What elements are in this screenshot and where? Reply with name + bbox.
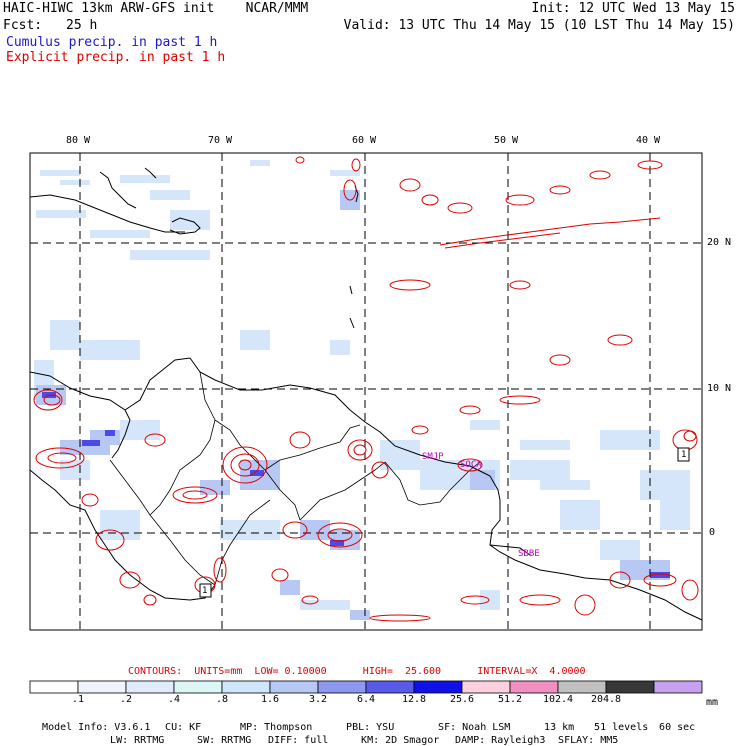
colorbar-swatch xyxy=(29,680,79,694)
lw-scheme: LW: RRTMG xyxy=(110,735,165,746)
colorbar-swatch xyxy=(461,680,511,694)
colorbar-swatch xyxy=(269,680,319,694)
colorbar-swatch xyxy=(317,680,367,694)
resolution: 13 km xyxy=(544,722,575,733)
box-label-1: 1 xyxy=(202,586,208,596)
explicit-precip-contours xyxy=(33,156,699,622)
colorbar-tick-label: .8 xyxy=(215,694,229,705)
model-info-line1: Model Info: V3.6.1 CU: KF MP: Thompson PBL:… xyxy=(30,711,695,733)
diff-option: DIFF: full xyxy=(268,735,329,746)
colorbar-tick-label: 25.6 xyxy=(449,694,475,705)
colorbar xyxy=(29,680,703,694)
cu-scheme: CU: KF xyxy=(165,722,202,733)
colorbar-unit: mm xyxy=(706,697,719,708)
colorbar-swatch xyxy=(77,680,127,694)
pbl-scheme: PBL: YSU xyxy=(346,722,395,733)
model-version: Model Info: V3.6.1 xyxy=(42,722,151,733)
vertical-levels: 51 levels xyxy=(594,722,649,733)
colorbar-swatch xyxy=(605,680,655,694)
colorbar-tick-label: 12.8 xyxy=(401,694,427,705)
lon-label-40w: 40 W xyxy=(636,135,661,146)
colorbar-tick-label: 51.2 xyxy=(497,694,523,705)
valid-time: Valid: 13 UTC Thu 14 May 15 (10 LST Thu … xyxy=(343,18,735,33)
lon-label-50w: 50 W xyxy=(494,135,519,146)
colorbar-swatch xyxy=(221,680,271,694)
box-label-2: 1 xyxy=(681,450,687,460)
sflay-option: SFLAY: MM5 xyxy=(558,735,619,746)
colorbar-tick-label: 102.4 xyxy=(542,694,574,705)
km-option: KM: 2D Smagor xyxy=(361,735,440,746)
colorbar-swatch xyxy=(557,680,607,694)
country-borders xyxy=(109,371,481,586)
lat-label-equator: 0 xyxy=(709,527,716,538)
forecast-hour-label: Fcst: xyxy=(3,18,43,33)
sw-scheme: SW: RRTMG xyxy=(197,735,252,746)
forecast-title: HAIC-HIWC 13km ARW-GFS init NCAR/MMM xyxy=(3,1,309,16)
cumulus-legend-label: Cumulus precip. in past 1 h xyxy=(6,35,218,50)
timestep: 60 sec xyxy=(659,722,696,733)
mp-scheme: MP: Thompson xyxy=(240,722,313,733)
contour-info: CONTOURS: UNITS=mm LOW= 0.10000 HIGH= 25… xyxy=(128,666,586,677)
init-time: Init: 12 UTC Wed 13 May 15 xyxy=(531,1,736,16)
lon-label-80w: 80 W xyxy=(66,135,91,146)
colorbar-swatch xyxy=(173,680,223,694)
colorbar-tick-label: 1.6 xyxy=(260,694,280,705)
colorbar-tick-label: .4 xyxy=(167,694,181,705)
colorbar-tick-label: .1 xyxy=(71,694,85,705)
colorbar-swatch xyxy=(509,680,559,694)
colorbar-swatch xyxy=(653,680,703,694)
colorbar-swatch xyxy=(365,680,415,694)
coastlines xyxy=(29,167,703,621)
colorbar-tick-label: 204.8 xyxy=(590,694,622,705)
lat-label-10n: 10 N xyxy=(707,383,732,394)
station-smjp: SMJP xyxy=(422,452,444,462)
sf-scheme: SF: Noah LSM xyxy=(438,722,511,733)
damp-option: DAMP: Rayleigh3 xyxy=(455,735,546,746)
colorbar-swatch xyxy=(413,680,463,694)
lat-lon-grid xyxy=(30,153,702,630)
box-markers xyxy=(199,447,690,598)
lon-label-60w: 60 W xyxy=(352,135,377,146)
station-sbbe: SBBE xyxy=(518,549,540,559)
model-info-line2: LW: RRTMG SW: RRTMG DIFF: full KM: 2D Smago… xyxy=(98,724,618,746)
colorbar-tick-label: 6.4 xyxy=(356,694,376,705)
colorbar-tick-label: 3.2 xyxy=(308,694,328,705)
explicit-legend-label: Explicit precip. in past 1 h xyxy=(6,50,226,65)
station-soca: SOCA xyxy=(460,460,482,470)
lat-label-20n: 20 N xyxy=(707,237,732,248)
lon-label-70w: 70 W xyxy=(208,135,233,146)
colorbar-swatch xyxy=(125,680,175,694)
forecast-hour-value: 25 h xyxy=(66,18,98,33)
colorbar-tick-label: .2 xyxy=(119,694,133,705)
